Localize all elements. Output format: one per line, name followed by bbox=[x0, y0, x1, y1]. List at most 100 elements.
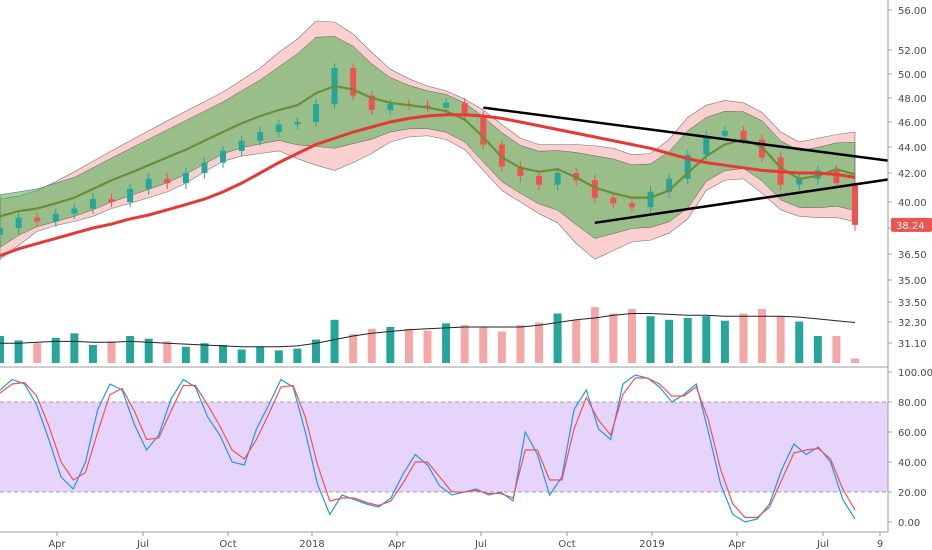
volume-bar bbox=[126, 336, 135, 363]
candle-body bbox=[480, 116, 487, 145]
volume-bar bbox=[386, 327, 395, 363]
volume-bar bbox=[274, 350, 283, 363]
volume-bar bbox=[590, 307, 599, 363]
candle-body bbox=[71, 208, 78, 214]
volume-panel bbox=[0, 307, 859, 363]
candle-body bbox=[0, 228, 3, 235]
x-tick-label: Oct bbox=[219, 539, 236, 550]
volume-bar bbox=[609, 313, 618, 363]
candle-body bbox=[387, 104, 394, 110]
candle-body bbox=[536, 175, 543, 185]
volume-bar bbox=[739, 313, 748, 363]
volume-bar bbox=[349, 334, 358, 363]
stoch-tick-label: 20.00 bbox=[898, 488, 927, 499]
price-panel bbox=[0, 20, 889, 260]
trendline-upper bbox=[483, 106, 889, 162]
stoch-tick-label: 60.00 bbox=[898, 428, 927, 439]
candle-body bbox=[591, 180, 598, 198]
x-tick-label: Apr bbox=[728, 539, 746, 550]
candle-body bbox=[424, 105, 431, 108]
candle-body bbox=[15, 217, 22, 228]
x-tick-label: Oct bbox=[558, 539, 575, 550]
volume-bar bbox=[813, 336, 822, 363]
sma-slow-line bbox=[0, 113, 856, 258]
sma-fast-line bbox=[0, 84, 856, 218]
candle-body bbox=[721, 130, 728, 136]
candle-body bbox=[740, 130, 747, 140]
candle-body bbox=[220, 150, 227, 163]
volume-bar bbox=[795, 321, 804, 363]
candle-body bbox=[368, 95, 375, 110]
volume-bar bbox=[683, 318, 692, 363]
volume-bar bbox=[219, 345, 228, 363]
volume-bar bbox=[107, 341, 116, 363]
volume-bar bbox=[702, 316, 711, 363]
candle-body bbox=[684, 154, 691, 179]
volume-bar bbox=[330, 319, 339, 363]
volume-bar bbox=[0, 336, 4, 363]
price-tick-label: 42.00 bbox=[898, 169, 927, 180]
stoch-d-line bbox=[0, 377, 856, 519]
volume-bar bbox=[163, 341, 172, 363]
candle-body bbox=[554, 173, 561, 185]
x-tick-label: Apr bbox=[388, 539, 406, 550]
volume-bar bbox=[851, 358, 859, 363]
volume-bar bbox=[14, 340, 23, 363]
volume-bar bbox=[497, 331, 506, 363]
x-tick-label: Jul bbox=[136, 539, 149, 550]
candle-body bbox=[833, 170, 840, 184]
candle-body bbox=[52, 213, 59, 222]
x-tick-label: 2019 bbox=[639, 539, 664, 550]
price-tick-label: 32.30 bbox=[898, 318, 927, 329]
candle-body bbox=[610, 197, 617, 204]
volume-bar bbox=[51, 337, 60, 363]
candle-body bbox=[145, 178, 152, 189]
candle-body bbox=[312, 104, 319, 122]
candle-body bbox=[164, 178, 171, 184]
price-tick-label: 33.50 bbox=[898, 298, 927, 309]
stoch-k-line bbox=[0, 374, 856, 523]
volume-bar bbox=[311, 339, 320, 363]
x-tick-label: 9 bbox=[877, 539, 883, 550]
volume-bar bbox=[144, 338, 153, 363]
candle-body bbox=[89, 199, 96, 209]
candle-body bbox=[703, 135, 710, 155]
volume-bar bbox=[516, 325, 525, 363]
price-tick-label: 36.50 bbox=[898, 250, 927, 261]
x-tick-label: 2018 bbox=[299, 539, 324, 550]
candle-body bbox=[238, 140, 245, 151]
volume-bar bbox=[535, 322, 544, 363]
x-tick-label: Jul bbox=[474, 539, 487, 550]
volume-bar bbox=[627, 309, 636, 363]
volume-bar bbox=[553, 313, 562, 363]
last-price-text: 38.24 bbox=[896, 221, 925, 232]
last-price-label: 38.24 bbox=[891, 217, 932, 232]
volume-bar bbox=[33, 343, 42, 363]
candle-body bbox=[461, 102, 468, 116]
volume-bar bbox=[423, 330, 432, 363]
volume-bar bbox=[404, 328, 413, 363]
candle-body bbox=[517, 166, 524, 176]
volume-bar bbox=[442, 323, 451, 363]
volume-bar bbox=[293, 348, 302, 363]
volume-bar bbox=[70, 333, 79, 363]
volume-bar bbox=[88, 345, 97, 363]
candle-body bbox=[294, 122, 301, 125]
candle-body bbox=[666, 178, 673, 192]
price-tick-label: 46.00 bbox=[898, 118, 927, 129]
price-tick-label: 50.00 bbox=[898, 70, 927, 81]
candle-body bbox=[814, 170, 821, 179]
x-tick-label: Jul bbox=[816, 539, 829, 550]
price-tick-label: 44.00 bbox=[898, 143, 927, 154]
volume-ma-line bbox=[0, 313, 856, 348]
stoch-tick-label: 100.00 bbox=[898, 368, 932, 379]
volume-bar bbox=[200, 343, 209, 363]
volume-bar bbox=[776, 316, 785, 363]
candle-body bbox=[628, 203, 635, 208]
candle-body bbox=[257, 132, 264, 141]
candle-body bbox=[108, 199, 115, 202]
volume-bar bbox=[367, 328, 376, 363]
volume-bar bbox=[572, 319, 581, 363]
price-tick-label: 35.00 bbox=[898, 276, 927, 287]
candle-body bbox=[275, 124, 282, 132]
